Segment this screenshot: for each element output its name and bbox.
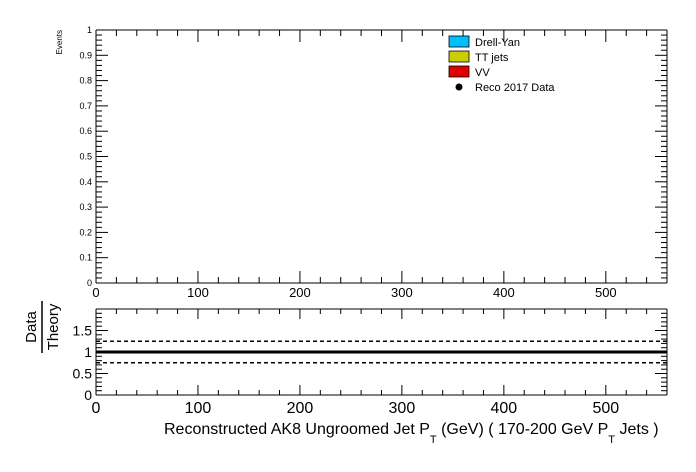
legend-label: TT jets xyxy=(475,52,509,64)
legend-swatch xyxy=(448,50,470,63)
legend-label: Reco 2017 Data xyxy=(475,82,555,94)
legend-swatch xyxy=(448,65,470,78)
ratio-y-tick-label: 1 xyxy=(84,344,92,360)
ratio-y-tick-label: 0.5 xyxy=(73,366,93,382)
ratio-y-title-numerator: Data xyxy=(23,311,40,343)
ratio-x-ticks: 0 100 200 300 400 500 xyxy=(92,309,668,417)
ratio-x-tick-label: 300 xyxy=(389,400,416,417)
legend-label: Drell-Yan xyxy=(475,37,520,49)
legend-marker-data xyxy=(455,83,463,91)
ratio-y-ticks: 0 0.5 1 1.5 xyxy=(73,312,667,403)
x-axis-title: Reconstructed AK8 Ungroomed Jet PT (GeV)… xyxy=(164,421,659,446)
main-x-tick-label: 400 xyxy=(493,285,515,300)
main-x-tick-label: 500 xyxy=(595,285,617,300)
ratio-y-tick-label: 1.5 xyxy=(73,323,93,339)
main-y-axis-title: Events xyxy=(55,30,64,54)
main-y-tick-label: 0.3 xyxy=(79,202,92,212)
x-axis-title-part: Jets ) xyxy=(615,421,659,438)
ratio-y-axis-title: Data Theory xyxy=(23,301,62,353)
x-axis-title-part: Reconstructed AK8 Ungroomed Jet P xyxy=(164,421,430,438)
main-y-tick-label: 0.9 xyxy=(79,50,92,60)
main-y-tick-label: 0.8 xyxy=(79,76,92,86)
main-y-tick-label: 0.7 xyxy=(79,101,92,111)
ratio-reference-lines xyxy=(96,340,667,364)
ratio-x-tick-label: 200 xyxy=(287,400,314,417)
x-axis-title-part: (GeV) ( 170-200 GeV P xyxy=(437,421,609,438)
ratio-x-tick-label: 500 xyxy=(592,400,619,417)
legend: Drell-Yan TT jets VV Reco 2017 Data xyxy=(448,35,555,94)
main-y-tick-label: 0 xyxy=(87,278,92,288)
x-axis-title-subscript: T xyxy=(430,434,437,446)
ratio-x-tick-label: 400 xyxy=(491,400,518,417)
ratio-x-tick-label: 0 xyxy=(92,400,101,417)
ratio-y-title-denominator: Theory xyxy=(45,303,62,350)
main-y-tick-label: 0.6 xyxy=(79,126,92,136)
main-x-tick-label: 0 xyxy=(92,285,99,300)
main-x-tick-label: 200 xyxy=(289,285,311,300)
main-x-ticks: 0 100 200 300 400 500 xyxy=(92,30,668,300)
legend-label: VV xyxy=(475,67,490,79)
main-x-tick-label: 300 xyxy=(391,285,413,300)
legend-swatch xyxy=(448,35,470,48)
ratio-x-tick-label: 100 xyxy=(185,400,212,417)
main-y-ticks: 0 0.1 0.2 0.3 0.4 0.5 0.6 0.7 0.8 0.9 1 xyxy=(79,25,667,288)
main-x-tick-label: 100 xyxy=(187,285,209,300)
main-y-tick-label: 1 xyxy=(87,25,92,35)
ratio-y-tick-label: 0 xyxy=(84,387,92,403)
main-y-tick-label: 0.1 xyxy=(79,253,92,263)
main-y-tick-label: 0.4 xyxy=(79,177,92,187)
x-axis-title-subscript: T xyxy=(608,434,615,446)
main-y-tick-label: 0.5 xyxy=(79,152,92,162)
main-y-tick-label: 0.2 xyxy=(79,227,92,237)
